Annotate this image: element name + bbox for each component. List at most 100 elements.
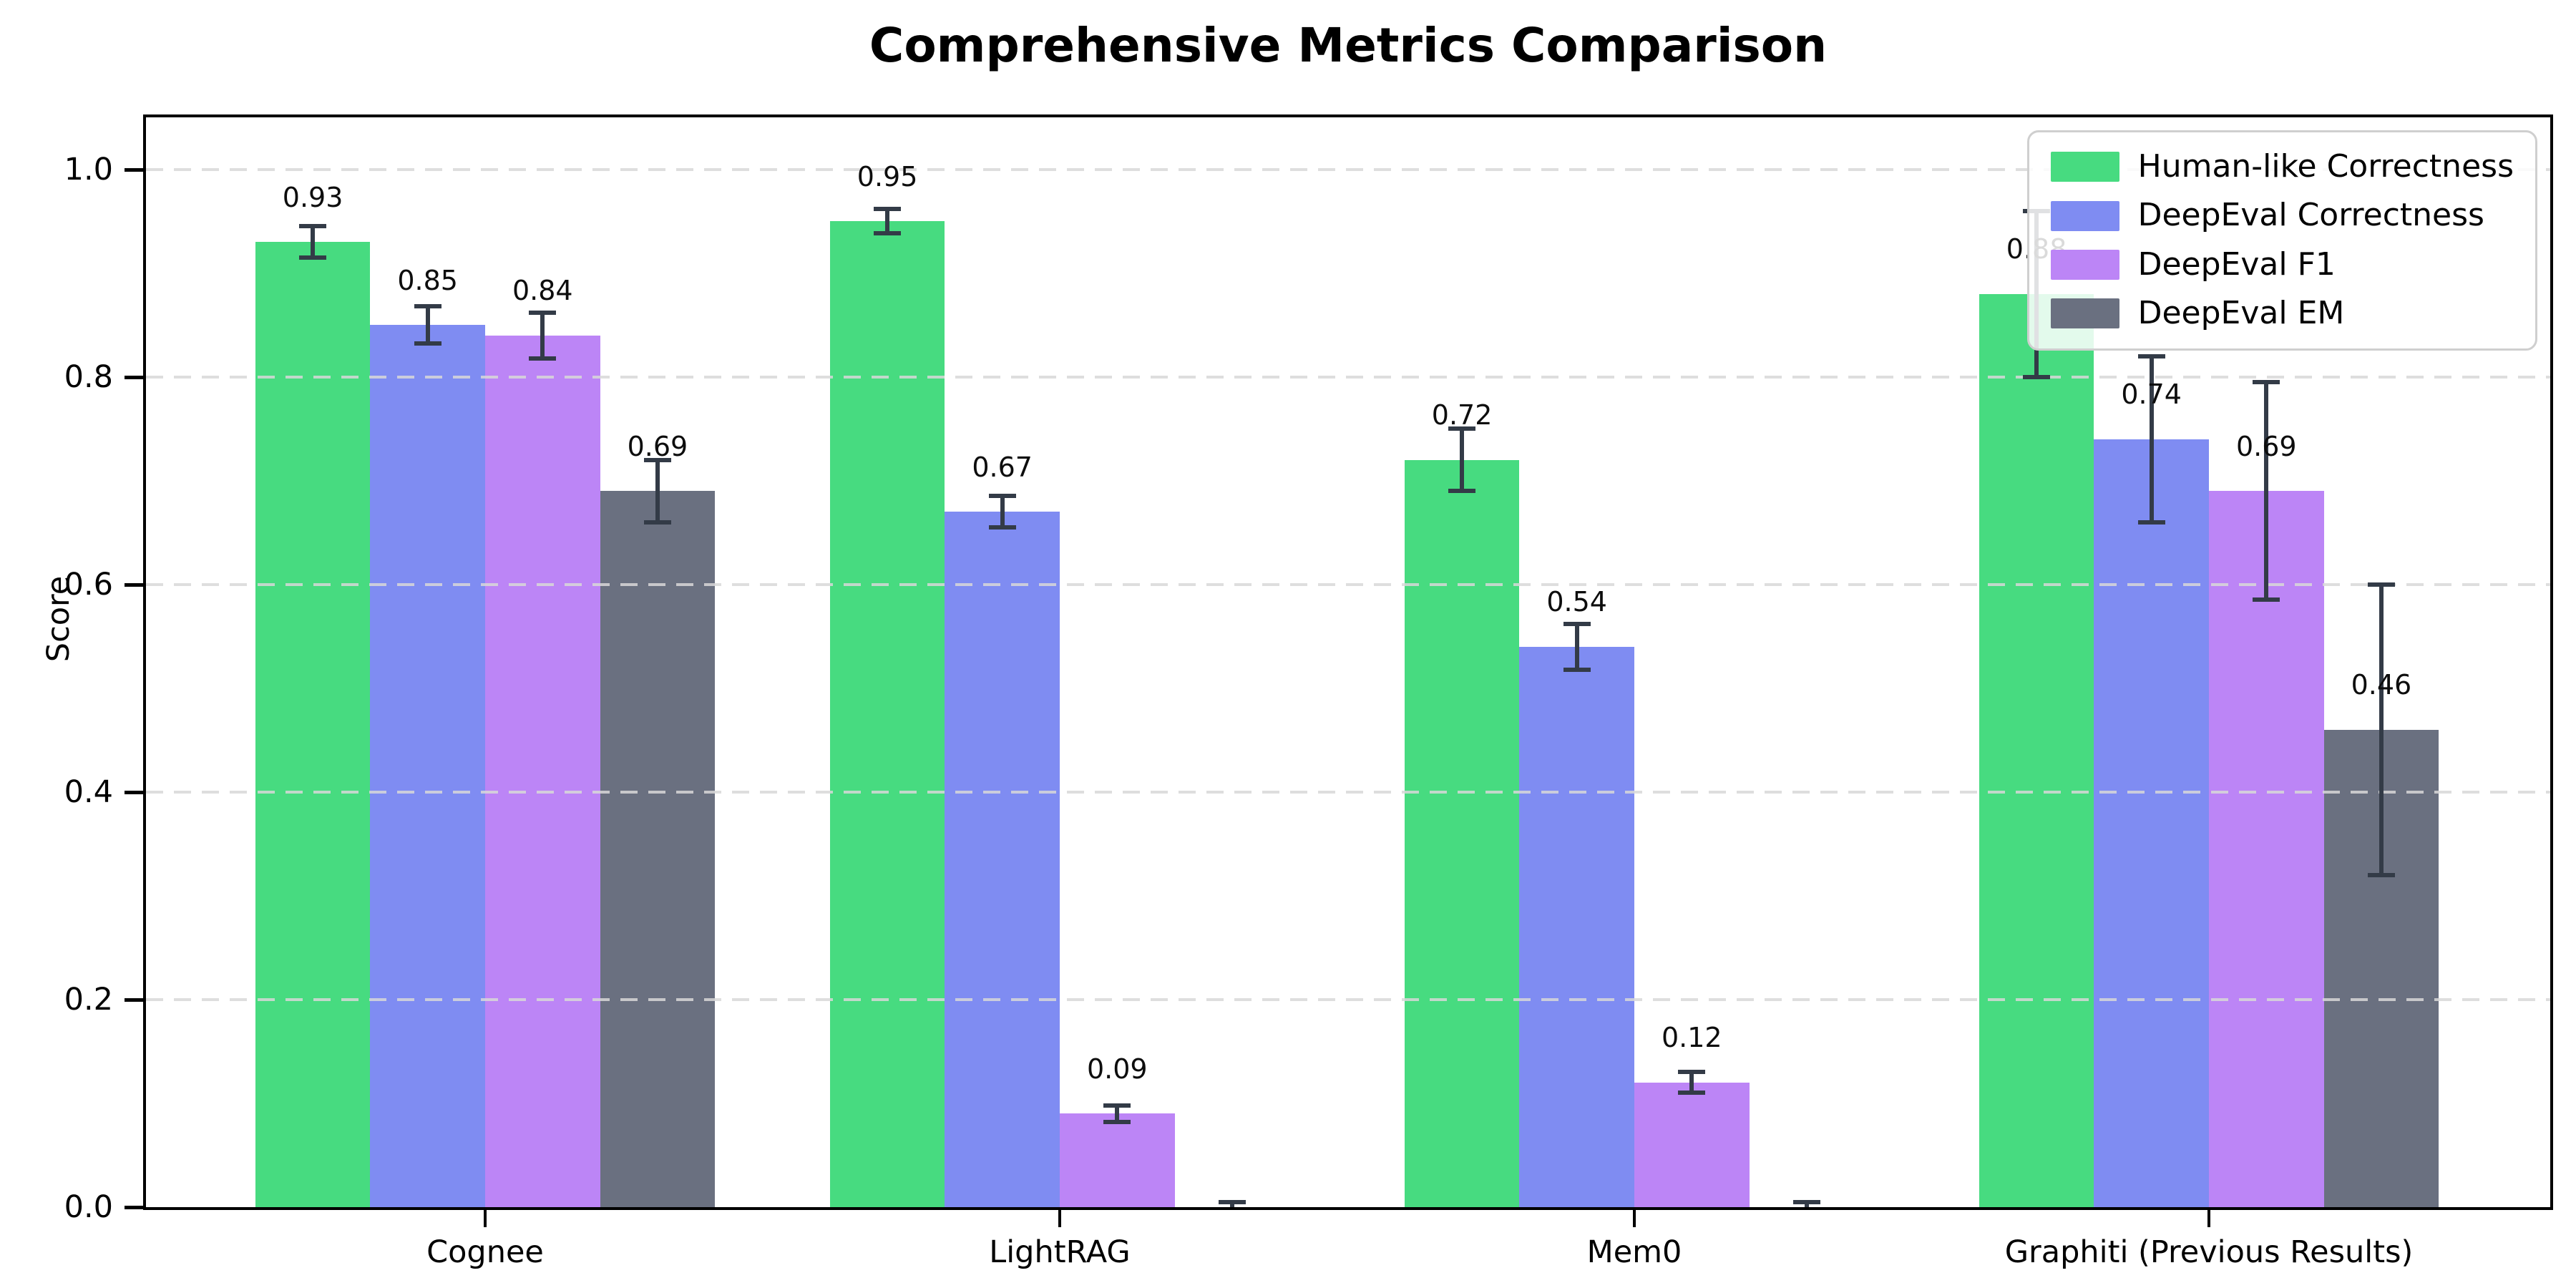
legend-label: DeepEval F1 <box>2137 245 2336 283</box>
y-tick-label: 0.4 <box>64 774 113 810</box>
legend-swatch-deepeval-correctness <box>2050 200 2119 231</box>
error-bar-cap <box>643 457 671 462</box>
bar-value-label: 0.69 <box>2235 430 2297 462</box>
error-bar <box>2149 356 2154 522</box>
bar-deepeval-em <box>600 491 716 1207</box>
error-bar-cap <box>874 231 902 236</box>
error-bar <box>1115 1105 1120 1123</box>
error-bar <box>885 208 890 234</box>
legend-item: DeepEval EM <box>2050 295 2514 332</box>
error-bar-cap <box>1103 1120 1131 1125</box>
error-bar-cap <box>2367 872 2395 877</box>
legend-label: Human-like Correctness <box>2137 148 2514 185</box>
bar-human-like-correctness <box>1979 293 2094 1207</box>
error-bar <box>1574 623 1579 670</box>
x-tick-label: Cognee <box>426 1234 544 1270</box>
chart-title: Comprehensive Metrics Comparison <box>869 18 1828 73</box>
bar-deepeval-correctness <box>1519 646 1634 1207</box>
x-tick-label: Mem0 <box>1586 1234 1682 1270</box>
error-bar-cap <box>1103 1103 1131 1108</box>
bar-value-label: 0.69 <box>627 430 688 462</box>
error-bar <box>540 312 545 358</box>
legend-swatch-human-like-correctness <box>2050 152 2119 182</box>
error-bar <box>655 459 660 522</box>
error-bar <box>425 306 430 344</box>
bar-deepeval-f1 <box>1634 1082 1750 1207</box>
x-tick-mark <box>1633 1210 1636 1227</box>
error-bar-cap <box>1678 1070 1706 1075</box>
bar-value-label: 0.74 <box>2121 379 2182 411</box>
error-bar-cap <box>414 341 441 346</box>
error-bar-cap <box>1563 667 1591 672</box>
y-tick-label: 0.8 <box>64 358 113 395</box>
legend-label: DeepEval EM <box>2137 295 2345 332</box>
bar-value-label: 0.09 <box>1086 1053 1148 1085</box>
bar-value-label: 0.95 <box>857 160 918 192</box>
error-bar-cap <box>529 356 557 361</box>
bar-deepeval-correctness <box>2094 439 2209 1207</box>
gridline <box>146 167 2550 171</box>
error-bar-cap <box>1448 489 1476 494</box>
error-bar-cap <box>2137 353 2165 358</box>
bar-deepeval-f1 <box>1060 1113 1175 1207</box>
bar-value-label: 0.54 <box>1546 586 1607 618</box>
bar-value-label: 0.72 <box>1431 399 1493 431</box>
error-bar <box>311 226 316 258</box>
error-bar-cap <box>988 525 1016 530</box>
gridline <box>146 582 2550 586</box>
bar-deepeval-correctness <box>370 325 485 1207</box>
legend-label: DeepEval Correctness <box>2137 197 2484 234</box>
bar-value-label: 0.93 <box>282 181 343 213</box>
error-bar-cap <box>874 206 902 211</box>
error-bar-cap <box>2023 374 2051 379</box>
y-tick-label: 0.2 <box>64 981 113 1018</box>
bar-value-label: 0.67 <box>972 451 1033 483</box>
y-tick-mark <box>125 375 143 379</box>
y-tick-label: 0.6 <box>64 566 113 602</box>
x-tick-mark <box>484 1210 487 1227</box>
legend-swatch-deepeval-f1 <box>2050 249 2119 280</box>
y-tick-label: 1.0 <box>64 151 113 187</box>
gridline <box>146 375 2550 379</box>
x-tick-label: LightRAG <box>989 1234 1131 1270</box>
error-bar <box>2379 584 2384 875</box>
error-bar <box>1460 429 1465 492</box>
error-bar <box>2264 381 2269 600</box>
legend-swatch-deepeval-em <box>2050 298 2119 329</box>
bar-deepeval-correctness <box>945 512 1060 1207</box>
bar-human-like-correctness <box>255 242 371 1207</box>
error-bar <box>1000 496 1005 527</box>
error-bar <box>1229 1201 1234 1207</box>
y-tick-mark <box>125 167 143 172</box>
x-tick-label: Graphiti (Previous Results) <box>2004 1234 2414 1270</box>
bar-value-label: 0.46 <box>2351 669 2412 701</box>
error-bar-cap <box>1678 1091 1706 1096</box>
y-tick-mark <box>125 997 143 1002</box>
error-bar-cap <box>414 304 441 308</box>
bar-value-label: 0.84 <box>512 275 573 307</box>
plot-area: 0.930.950.720.880.850.670.540.740.840.09… <box>143 114 2553 1210</box>
error-bar-cap <box>1792 1199 1820 1204</box>
bar-value-label: 0.85 <box>397 264 458 296</box>
error-bar-cap <box>2367 582 2395 587</box>
bar-value-label: 0.12 <box>1661 1022 1722 1054</box>
bar-human-like-correctness <box>1404 459 1520 1207</box>
error-bar-cap <box>2253 379 2280 384</box>
bar-deepeval-f1 <box>2209 491 2324 1207</box>
error-bar-cap <box>2253 597 2280 602</box>
legend-item: Human-like Correctness <box>2050 148 2514 185</box>
legend: Human-like Correctness DeepEval Correctne… <box>2026 130 2537 351</box>
bar-deepeval-f1 <box>485 335 600 1207</box>
y-tick-mark <box>125 582 143 587</box>
error-bar-cap <box>529 310 557 315</box>
error-bar <box>1804 1201 1809 1207</box>
gridline <box>146 997 2550 1001</box>
error-bar-cap <box>988 494 1016 499</box>
x-tick-mark <box>1058 1210 1061 1227</box>
error-bar-cap <box>1563 621 1591 626</box>
error-bar-cap <box>643 519 671 525</box>
x-tick-mark <box>2207 1210 2210 1227</box>
error-bar-cap <box>2137 519 2165 525</box>
gridline <box>146 790 2550 794</box>
